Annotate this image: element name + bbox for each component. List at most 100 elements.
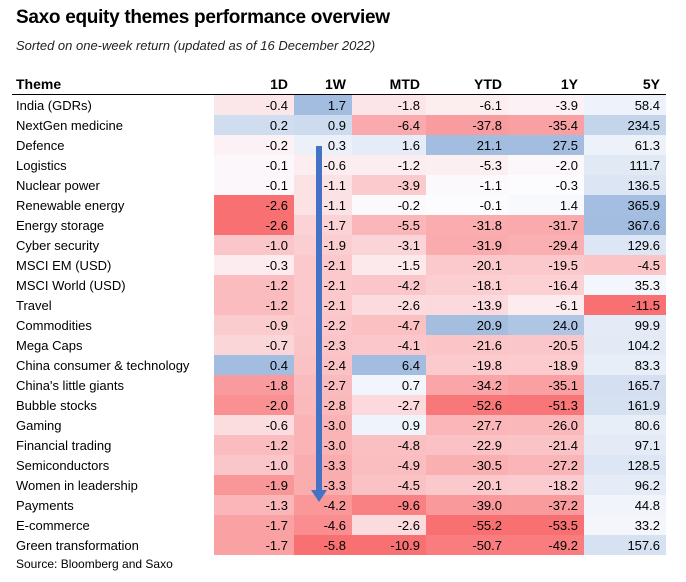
value-cell-ytd: -1.1 <box>426 175 508 195</box>
value-cell-5y: -11.5 <box>584 295 666 315</box>
value-cell-1d: -1.0 <box>214 455 294 475</box>
value-cell-1w: -2.7 <box>294 375 352 395</box>
table-row: Defence -0.2 0.3 1.6 21.1 27.5 61.3 <box>12 135 666 155</box>
value-cell-1w: -1.1 <box>294 195 352 215</box>
value-cell-1y: -35.1 <box>508 375 584 395</box>
theme-name: India (GDRs) <box>16 97 92 113</box>
value-cell-ytd: -19.8 <box>426 355 508 375</box>
value-cell-1w: -3.0 <box>294 415 352 435</box>
value-cell-1d: -0.2 <box>214 135 294 155</box>
theme-name: Payments <box>16 497 74 513</box>
value-cell-1w: -1.1 <box>294 175 352 195</box>
value-cell-ytd: -34.2 <box>426 375 508 395</box>
table-row: Bubble stocks -2.0 -2.8 -2.7 -52.6 -51.3 161.9 <box>12 395 666 415</box>
value-cell-mtd: -4.9 <box>352 455 426 475</box>
value-cell-5y: -4.5 <box>584 255 666 275</box>
value-cell-1y: -6.1 <box>508 295 584 315</box>
value-cell-1w: -2.8 <box>294 395 352 415</box>
source-note: Source: Bloomberg and Saxo <box>16 557 173 571</box>
value-cell-mtd: -4.2 <box>352 275 426 295</box>
value-cell-1d: -2.6 <box>214 215 294 235</box>
column-header-theme: Theme <box>12 74 214 95</box>
value-cell-1d: -1.7 <box>214 535 294 555</box>
value-cell-ytd: -5.3 <box>426 155 508 175</box>
value-cell-1w: -2.2 <box>294 315 352 335</box>
value-cell-1y: -21.4 <box>508 435 584 455</box>
value-cell-ytd: -55.2 <box>426 515 508 535</box>
value-cell-mtd: -2.6 <box>352 295 426 315</box>
value-cell-1y: -18.9 <box>508 355 584 375</box>
theme-name: Women in leadership <box>16 477 138 493</box>
value-cell-1y: -2.0 <box>508 155 584 175</box>
table-row: Nuclear power -0.1 -1.1 -3.9 -1.1 -0.3 136.5 <box>12 175 666 195</box>
table-body: India (GDRs) -0.4 1.7 -1.8 -6.1 -3.9 58.4 NextG… <box>12 94 666 555</box>
table-row: NextGen medicine 0.2 0.9 -6.4 -37.8 -35.4 234.… <box>12 115 666 135</box>
value-cell-1y: 1.4 <box>508 195 584 215</box>
value-cell-ytd: -22.9 <box>426 435 508 455</box>
value-cell-ytd: -18.1 <box>426 275 508 295</box>
value-cell-ytd: -31.8 <box>426 215 508 235</box>
value-cell-ytd: -20.1 <box>426 475 508 495</box>
chart-title: Saxo equity themes performance overview <box>16 7 390 28</box>
column-header-1y: 1Y <box>508 74 584 95</box>
value-cell-1d: -2.0 <box>214 395 294 415</box>
value-cell-5y: 33.2 <box>584 515 666 535</box>
value-cell-1y: 24.0 <box>508 315 584 335</box>
theme-name: Nuclear power <box>16 177 100 193</box>
value-cell-5y: 99.9 <box>584 315 666 335</box>
value-cell-5y: 128.5 <box>584 455 666 475</box>
value-cell-mtd: -9.6 <box>352 495 426 515</box>
value-cell-mtd: -1.5 <box>352 255 426 275</box>
theme-name: NextGen medicine <box>16 117 123 133</box>
value-cell-5y: 58.4 <box>584 94 666 115</box>
value-cell-ytd: -27.7 <box>426 415 508 435</box>
value-cell-1w: -1.9 <box>294 235 352 255</box>
value-cell-mtd: 0.7 <box>352 375 426 395</box>
value-cell-ytd: -0.1 <box>426 195 508 215</box>
value-cell-ytd: -30.5 <box>426 455 508 475</box>
table-row: MSCI EM (USD) -0.3 -2.1 -1.5 -20.1 -19.5 -4.5 <box>12 255 666 275</box>
theme-name: MSCI World (USD) <box>16 277 126 293</box>
value-cell-mtd: -4.5 <box>352 475 426 495</box>
value-cell-mtd: -4.8 <box>352 435 426 455</box>
value-cell-1d: -0.6 <box>214 415 294 435</box>
table-row: Cyber security -1.0 -1.9 -3.1 -31.9 -29.4 129.… <box>12 235 666 255</box>
value-cell-5y: 96.2 <box>584 475 666 495</box>
table-row: MSCI World (USD) -1.2 -2.1 -4.2 -18.1 -16.4 35… <box>12 275 666 295</box>
value-cell-1d: -0.9 <box>214 315 294 335</box>
theme-name: Defence <box>16 137 65 153</box>
value-cell-1w: -1.7 <box>294 215 352 235</box>
value-cell-1w: 0.9 <box>294 115 352 135</box>
table-header: Theme 1D 1W MTD YTD 1Y 5Y <box>12 74 666 95</box>
value-cell-ytd: -20.1 <box>426 255 508 275</box>
value-cell-1d: -1.0 <box>214 235 294 255</box>
value-cell-1y: -16.4 <box>508 275 584 295</box>
value-cell-ytd: -37.8 <box>426 115 508 135</box>
value-cell-1d: -1.3 <box>214 495 294 515</box>
theme-name: China's little giants <box>16 377 124 393</box>
table-row: Mega Caps -0.7 -2.3 -4.1 -21.6 -20.5 104.2 <box>12 335 666 355</box>
value-cell-ytd: 20.9 <box>426 315 508 335</box>
value-cell-1w: -4.2 <box>294 495 352 515</box>
value-cell-1d: -1.2 <box>214 435 294 455</box>
value-cell-5y: 129.6 <box>584 235 666 255</box>
value-cell-1y: -26.0 <box>508 415 584 435</box>
value-cell-5y: 234.5 <box>584 115 666 135</box>
column-header-1d: 1D <box>214 74 294 95</box>
value-cell-5y: 165.7 <box>584 375 666 395</box>
table-row: Women in leadership -1.9 -3.3 -4.5 -20.1 -18.… <box>12 475 666 495</box>
value-cell-1y: -18.2 <box>508 475 584 495</box>
value-cell-1d: 0.4 <box>214 355 294 375</box>
value-cell-mtd: -0.2 <box>352 195 426 215</box>
value-cell-ytd: -31.9 <box>426 235 508 255</box>
value-cell-5y: 97.1 <box>584 435 666 455</box>
theme-name: Cyber security <box>16 237 100 253</box>
value-cell-mtd: -3.9 <box>352 175 426 195</box>
table-row: China consumer & technology 0.4 -2.4 6.4 -19… <box>12 355 666 375</box>
value-cell-ytd: -6.1 <box>426 94 508 115</box>
value-cell-1y: 27.5 <box>508 135 584 155</box>
performance-table: Theme 1D 1W MTD YTD 1Y 5Y India (GDRs) -0.4 1.7-… <box>12 74 666 555</box>
value-cell-mtd: -10.9 <box>352 535 426 555</box>
value-cell-5y: 104.2 <box>584 335 666 355</box>
value-cell-1w: -2.1 <box>294 295 352 315</box>
